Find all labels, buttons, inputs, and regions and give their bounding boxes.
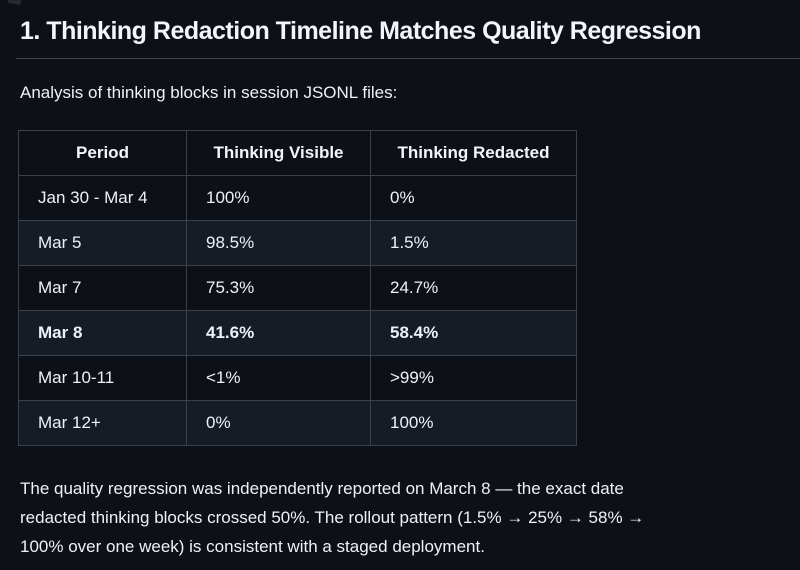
table-body: Jan 30 - Mar 4 100% 0% Mar 5 98.5% 1.5% … (18, 175, 577, 446)
cell-thinking-visible: <1% (186, 355, 371, 401)
summary-paragraph: The quality regression was independently… (20, 474, 800, 561)
cell-thinking-visible: 0% (186, 400, 371, 446)
cell-period: Mar 5 (18, 220, 187, 266)
cell-thinking-redacted: 0% (370, 175, 577, 221)
summary-line: The quality regression was independently… (20, 479, 624, 498)
cell-thinking-visible: 75.3% (186, 265, 371, 311)
table-row: Jan 30 - Mar 4 100% 0% (18, 175, 577, 221)
cell-thinking-redacted: 24.7% (370, 265, 577, 311)
summary-line: 100% over one week) is consistent with a… (20, 537, 485, 556)
cell-thinking-redacted: 58.4% (370, 310, 577, 356)
table-row: Mar 12+ 0% 100% (18, 400, 577, 446)
cell-thinking-redacted: 100% (370, 400, 577, 446)
cropped-glyph-remnant (7, 0, 22, 6)
column-header-thinking-visible: Thinking Visible (186, 130, 371, 176)
column-header-period: Period (18, 130, 187, 176)
cell-period: Mar 10-11 (18, 355, 187, 401)
table-row: Mar 8 41.6% 58.4% (18, 310, 577, 356)
summary-line: redacted thinking blocks crossed 50%. Th… (20, 508, 645, 527)
cell-period: Mar 12+ (18, 400, 187, 446)
cell-thinking-visible: 98.5% (186, 220, 371, 266)
table-row: Mar 10-11 <1% >99% (18, 355, 577, 401)
cell-period: Mar 7 (18, 265, 187, 311)
table-header-row: Period Thinking Visible Thinking Redacte… (18, 130, 577, 176)
page-title: 1. Thinking Redaction Timeline Matches Q… (16, 0, 800, 59)
cell-thinking-redacted: 1.5% (370, 220, 577, 266)
cell-thinking-visible: 41.6% (186, 310, 371, 356)
column-header-thinking-redacted: Thinking Redacted (370, 130, 577, 176)
table-row: Mar 5 98.5% 1.5% (18, 220, 577, 266)
thinking-redaction-table: Period Thinking Visible Thinking Redacte… (18, 130, 577, 446)
cell-period: Mar 8 (18, 310, 187, 356)
cell-period: Jan 30 - Mar 4 (18, 175, 187, 221)
cell-thinking-redacted: >99% (370, 355, 577, 401)
cell-thinking-visible: 100% (186, 175, 371, 221)
table-row: Mar 7 75.3% 24.7% (18, 265, 577, 311)
intro-text: Analysis of thinking blocks in session J… (20, 83, 398, 102)
